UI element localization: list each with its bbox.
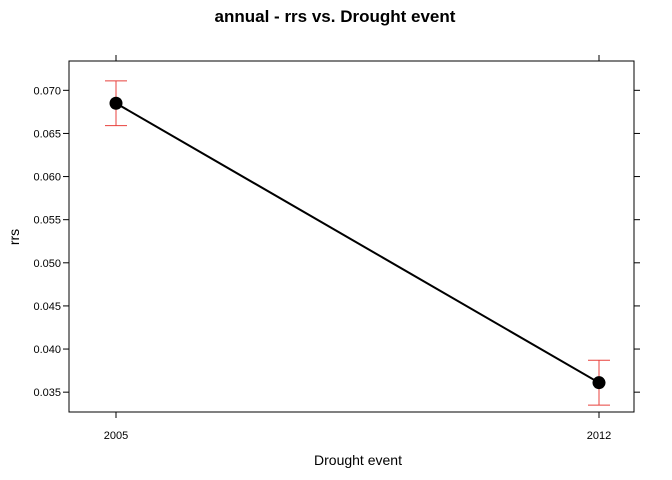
chart-title: annual - rrs vs. Drought event: [215, 7, 456, 26]
data-point: [592, 376, 606, 390]
y-tick-label: 0.060: [33, 172, 61, 184]
series-line: [115, 102, 600, 384]
y-tick-label: 0.035: [33, 387, 61, 399]
series-lines: [115, 102, 600, 384]
y-tick-label: 0.050: [33, 258, 61, 270]
y-axis-label: rrs: [6, 229, 22, 245]
y-tick-label: 0.065: [33, 128, 61, 140]
plot-frame: [68, 60, 635, 413]
y-tick-label: 0.040: [33, 344, 61, 356]
x-tick-label: 2012: [587, 430, 611, 442]
y-tick-label: 0.070: [33, 85, 61, 97]
y-tick-label: 0.055: [33, 215, 61, 227]
x-tick-label: 2005: [104, 430, 128, 442]
axis-ticks: 0.035 0.040 0.045 0.050 0.055 0.060 0.065 0.070…: [33, 55, 640, 442]
data-points: [109, 96, 606, 390]
y-tick-label: 0.045: [33, 301, 61, 313]
data-point: [109, 96, 123, 110]
x-axis-label: Drought event: [314, 452, 402, 468]
